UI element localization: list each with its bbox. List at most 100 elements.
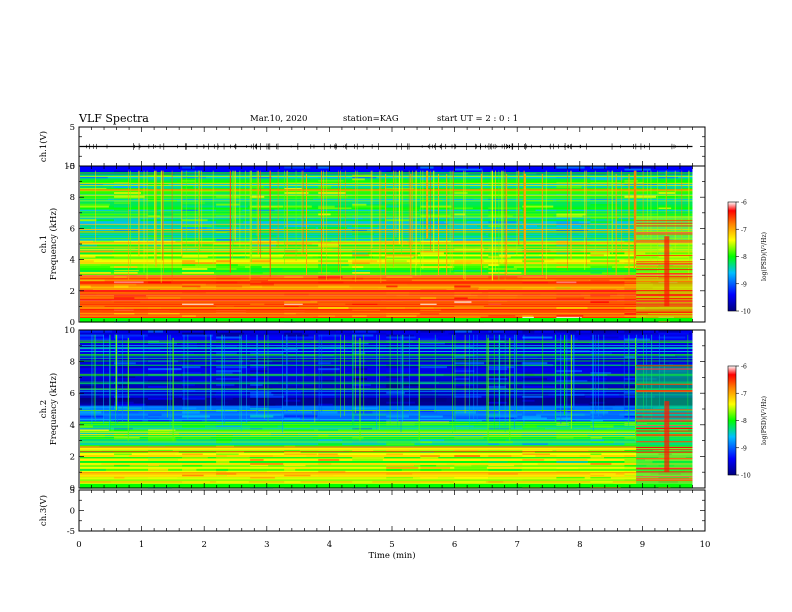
heatmap-cell: [454, 464, 472, 467]
heatmap-cell: [522, 410, 549, 414]
heatmap-cell: [522, 389, 541, 392]
heatmap-cell: [454, 416, 488, 420]
heatmap-cell: [454, 167, 483, 171]
y-tick-label: 0: [70, 318, 75, 328]
heatmap-cell: [182, 393, 215, 396]
heatmap-cell: [420, 399, 447, 402]
heatmap-cell: [80, 410, 102, 414]
heatmap-cell: [80, 271, 111, 274]
heatmap-cell: [590, 480, 613, 483]
heatmap-cell: [658, 205, 671, 208]
heatmap-cell: [522, 416, 547, 420]
heatmap-row: [80, 199, 693, 202]
heatmap-cell: [590, 251, 610, 255]
heatmap-cell: [182, 263, 196, 267]
heatmap-cell: [284, 474, 311, 477]
heatmap-cell: [454, 191, 468, 194]
date-label: Mar.10, 2020: [250, 114, 308, 124]
heatmap-cell: [284, 249, 298, 253]
heatmap-row: [80, 296, 693, 300]
heatmap-cell: [148, 347, 161, 351]
late-burst: [664, 236, 670, 307]
heatmap-cell: [522, 452, 550, 456]
colorbar-tick-label: -6: [741, 364, 747, 371]
heatmap-cell: [658, 331, 689, 335]
heatmap-cell: [284, 385, 299, 388]
heatmap-cell: [284, 349, 298, 353]
heatmap-cell: [318, 195, 348, 198]
heatmap-cell: [148, 355, 171, 359]
heatmap-cell: [488, 454, 512, 457]
heatmap-cell: [420, 240, 451, 243]
heatmap-cell: [590, 403, 615, 406]
heatmap-row: [80, 220, 693, 224]
heatmap-cell: [352, 389, 377, 392]
heatmap-cell: [556, 279, 590, 282]
heatmap-cell: [148, 373, 181, 377]
heatmap-cell: [352, 214, 371, 218]
heatmap-cell: [454, 290, 482, 294]
heatmap-cell: [114, 355, 145, 359]
heatmap-cell: [182, 436, 211, 440]
heatmap-row: [80, 381, 693, 384]
heatmap-cell: [488, 314, 516, 317]
heatmap-cell: [216, 195, 240, 198]
heatmap-cell: [454, 351, 467, 355]
heatmap-cell: [556, 407, 575, 410]
heatmap-cell: [80, 432, 98, 436]
heatmap-cell: [80, 385, 97, 388]
heatmap-cell: [658, 347, 680, 351]
heatmap-cell: [454, 286, 479, 290]
heatmap-row: [80, 428, 693, 432]
heatmap-cell: [318, 330, 336, 333]
heatmap-cell: [182, 267, 208, 270]
heatmap-cell: [114, 452, 132, 456]
heatmap-cell: [114, 403, 146, 406]
y-tick-label: 5: [70, 486, 75, 496]
heatmap-cell: [182, 271, 215, 274]
heatmap-cell: [624, 466, 642, 469]
heatmap-cell: [590, 351, 612, 355]
heatmap-cell: [420, 387, 437, 390]
heatmap-cell: [284, 167, 313, 171]
heatmap-row: [80, 330, 693, 333]
heatmap-cell: [318, 247, 333, 251]
heatmap-cell: [590, 438, 604, 442]
heatmap-cell: [624, 369, 644, 373]
heatmap-cell: [250, 373, 283, 377]
heatmap-cell: [386, 442, 415, 446]
heatmap-cell: [318, 263, 349, 267]
heatmap-cell: [216, 365, 247, 369]
heatmap-cell: [182, 478, 198, 481]
heatmap-row: [80, 286, 693, 290]
heatmap-cell: [318, 255, 329, 259]
heatmap-cell: [420, 466, 451, 469]
heatmap-cell: [454, 478, 470, 481]
heatmap-cell: [284, 383, 313, 386]
heatmap-cell: [80, 335, 94, 339]
heatmap-cell: [114, 193, 144, 196]
heatmap-cell: [182, 365, 201, 369]
heatmap-cell: [590, 169, 613, 173]
heatmap-cell: [284, 399, 301, 402]
heatmap-cell: [522, 286, 555, 290]
heatmap-cell: [250, 249, 263, 253]
heatmap-cell: [182, 418, 202, 422]
heatmap-cell: [148, 183, 169, 187]
heatmap-cell: [284, 428, 315, 432]
heatmap-row: [80, 436, 693, 440]
heatmap-cell: [454, 187, 479, 190]
heatmap-cell: [522, 214, 554, 218]
colorbar-tick-label: -10: [741, 309, 751, 316]
heatmap-cell: [148, 281, 172, 284]
heatmap-cell: [250, 357, 284, 361]
heatmap-cell: [454, 224, 478, 228]
heatmap-cell: [352, 195, 375, 198]
heatmap-cell: [182, 314, 196, 317]
heatmap-cell: [624, 177, 641, 181]
heatmap-cell: [352, 436, 364, 440]
heatmap-cell: [454, 171, 469, 175]
heatmap-cell: [216, 452, 239, 456]
heatmap-cell: [352, 224, 378, 228]
